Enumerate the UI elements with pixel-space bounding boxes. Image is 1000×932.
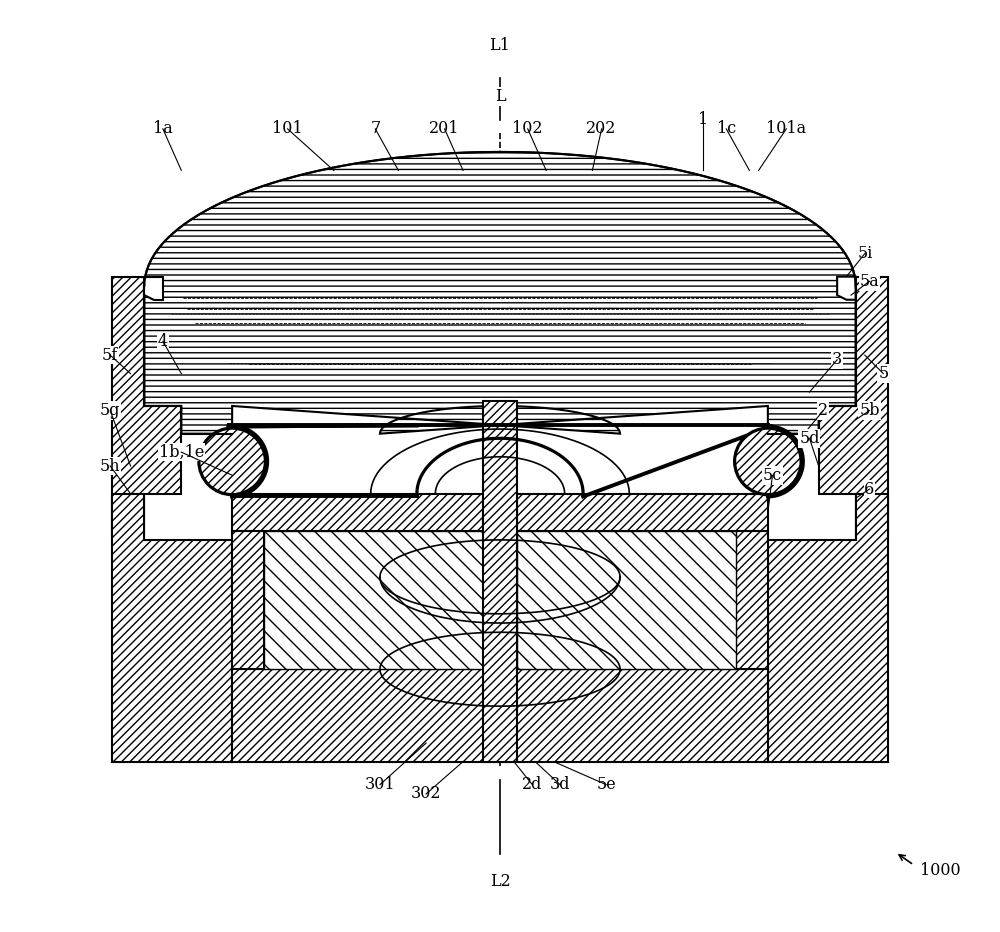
Text: 5a: 5a (860, 273, 879, 290)
Text: 1c: 1c (717, 120, 736, 137)
Polygon shape (264, 530, 483, 669)
Polygon shape (112, 494, 232, 761)
Text: 3: 3 (832, 351, 842, 368)
Polygon shape (837, 277, 856, 300)
Text: 5e: 5e (596, 776, 616, 793)
Text: 5: 5 (878, 365, 888, 382)
Polygon shape (768, 494, 888, 761)
Text: L1: L1 (490, 37, 510, 54)
Polygon shape (232, 494, 483, 530)
Text: 5g: 5g (100, 402, 120, 419)
Polygon shape (819, 277, 888, 540)
Polygon shape (736, 530, 768, 669)
Text: 4: 4 (158, 333, 168, 350)
Text: 302: 302 (411, 786, 441, 802)
Text: 202: 202 (586, 120, 617, 137)
Polygon shape (517, 494, 768, 530)
Text: L: L (495, 88, 505, 105)
Text: 301: 301 (365, 776, 395, 793)
Text: 2d: 2d (522, 776, 543, 793)
Text: 102: 102 (512, 120, 543, 137)
Text: 5i: 5i (857, 245, 873, 262)
Text: 1b,1e: 1b,1e (159, 444, 204, 460)
Text: 2: 2 (818, 402, 828, 419)
Text: 1: 1 (698, 111, 708, 128)
Polygon shape (483, 402, 517, 761)
Polygon shape (517, 530, 736, 669)
Text: 5h: 5h (100, 458, 121, 474)
Text: 5d: 5d (799, 430, 820, 446)
Polygon shape (232, 669, 768, 761)
Circle shape (735, 428, 801, 495)
Text: 5f: 5f (102, 347, 118, 363)
Text: L2: L2 (490, 873, 510, 890)
Text: 101a: 101a (766, 120, 806, 137)
Polygon shape (144, 277, 163, 300)
Circle shape (199, 428, 265, 495)
Text: 5c: 5c (763, 467, 782, 484)
Text: 101: 101 (272, 120, 303, 137)
Text: 201: 201 (429, 120, 460, 137)
Text: 7: 7 (370, 120, 380, 137)
Polygon shape (112, 277, 181, 540)
Polygon shape (232, 530, 264, 669)
Text: 1a: 1a (153, 120, 173, 137)
Text: 5b: 5b (859, 402, 880, 419)
Text: 6: 6 (864, 481, 875, 498)
Text: 1000: 1000 (920, 862, 961, 879)
Text: 3d: 3d (550, 776, 570, 793)
Polygon shape (144, 152, 856, 433)
